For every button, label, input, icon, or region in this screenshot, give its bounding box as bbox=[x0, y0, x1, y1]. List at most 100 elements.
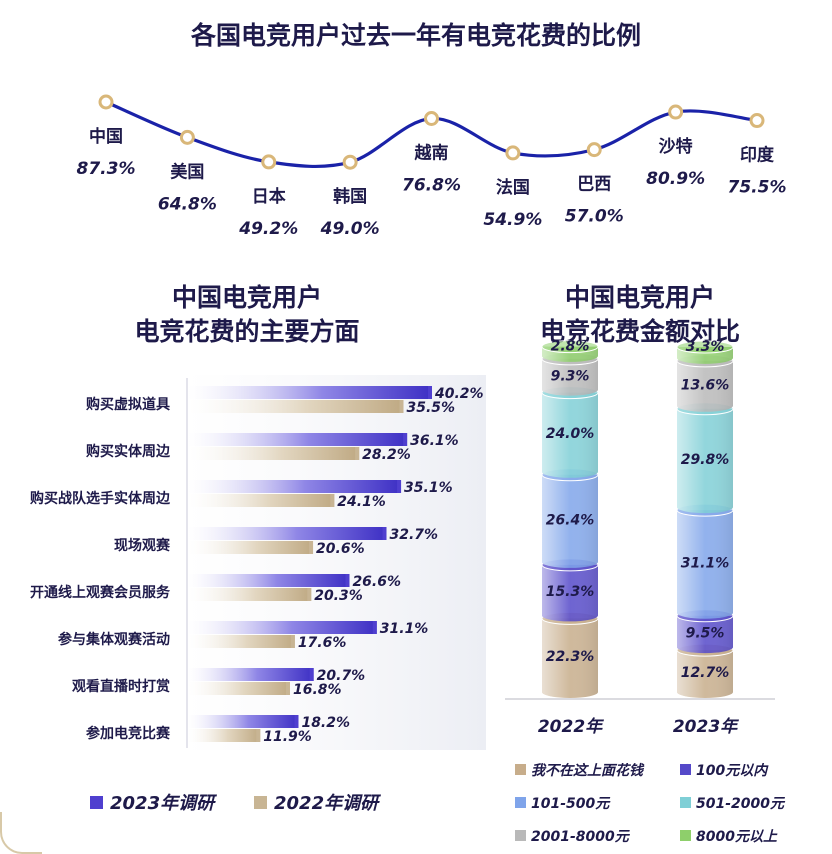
line-value-label: 49.2% bbox=[238, 219, 298, 239]
line-category-label: 中国 bbox=[89, 126, 123, 147]
hbar-2022 bbox=[188, 729, 261, 742]
line-marker bbox=[505, 145, 521, 161]
stack-legend-label: 2001-8000元 bbox=[531, 829, 631, 845]
hbar-2023-cap bbox=[382, 527, 387, 540]
hbar-2023 bbox=[188, 386, 432, 399]
hbar-2023 bbox=[188, 715, 299, 728]
stack-legend-label: 8000元以上 bbox=[696, 829, 778, 845]
hbar-2023 bbox=[188, 574, 350, 587]
line-marker bbox=[261, 154, 277, 170]
hbar-2023-cap bbox=[372, 621, 377, 634]
hbar-2023-cap bbox=[403, 433, 408, 446]
hbar-2023-value: 40.2% bbox=[434, 386, 484, 402]
stacked-cylinder-chart: 22.3% 15.3% 26.4% 24.0% 9.3% 2.8% 2022年 12.7% 9.… bbox=[538, 339, 739, 737]
stack-chart-title-line1: 中国电竞用户 bbox=[565, 283, 715, 312]
hbar-2022-value: 16.8% bbox=[293, 682, 342, 698]
stack-segment-shade bbox=[677, 408, 733, 514]
stack-segment-shade bbox=[542, 618, 598, 698]
hbar-2023-cap bbox=[428, 386, 432, 399]
hbar-2023-value: 26.6% bbox=[352, 574, 401, 590]
hbar-2022-value: 11.9% bbox=[263, 729, 312, 745]
line-value-label: 54.9% bbox=[483, 210, 542, 230]
hbar-2022-cap bbox=[355, 447, 360, 460]
hbar-2023-value: 36.1% bbox=[410, 433, 459, 449]
stack-value-label: 12.7% bbox=[681, 665, 730, 681]
stack-segment-shade bbox=[677, 615, 733, 654]
stack-legend-swatch bbox=[515, 764, 526, 775]
hbar-2022 bbox=[188, 400, 404, 413]
line-category-label: 日本 bbox=[252, 186, 286, 207]
hbar-2022 bbox=[188, 682, 290, 695]
bar-chart-title-line1: 中国电竞用户 bbox=[172, 283, 322, 312]
stack-value-label: 9.3% bbox=[551, 368, 590, 384]
hbar-2023-cap bbox=[294, 715, 299, 728]
stack-chart-legend: 我不在这上面花钱 100元以内 101-500元 501-2000元 2001-8000… bbox=[515, 762, 786, 845]
hbar-2023-cap bbox=[397, 480, 402, 493]
stack-category-label: 2022年 bbox=[538, 717, 604, 737]
stack-value-label: 26.4% bbox=[546, 512, 595, 528]
stack-segment-shade bbox=[542, 474, 598, 568]
line-chart: 中国 87.3% 美国 64.8% 日本 49.2% 韩国 49.0% 越南 76.8% 法国 54.… bbox=[77, 94, 786, 239]
stack-legend-label: 501-2000元 bbox=[696, 796, 786, 812]
hbar-2022 bbox=[188, 541, 314, 554]
hbar-2022-cap bbox=[309, 541, 314, 554]
hbar-category-label: 参与集体观赛活动 bbox=[58, 631, 170, 648]
hbar-2022-value: 35.5% bbox=[406, 400, 455, 416]
hbar-2022-cap bbox=[290, 635, 295, 648]
stack-legend-swatch bbox=[680, 764, 691, 775]
hbar-2022 bbox=[188, 635, 295, 648]
stack-legend-label: 101-500元 bbox=[531, 796, 611, 812]
hbar-2023-value: 18.2% bbox=[301, 715, 350, 731]
line-category-label: 越南 bbox=[414, 143, 449, 164]
stack-legend-swatch bbox=[680, 797, 691, 808]
stack-segment-top bbox=[541, 340, 599, 354]
bar-chart-title-line2: 电竞花费的主要方面 bbox=[134, 317, 359, 346]
line-value-label: 49.0% bbox=[320, 219, 380, 239]
line-category-label: 法国 bbox=[496, 177, 530, 198]
legend-swatch-2023 bbox=[90, 796, 103, 809]
hbar-category-label: 现场观赛 bbox=[114, 537, 171, 554]
stack-segment-shade bbox=[677, 360, 733, 412]
stack-value-label: 24.0% bbox=[546, 426, 595, 442]
line-category-label: 巴西 bbox=[577, 175, 611, 195]
legend-label-2022: 2022年调研 bbox=[274, 793, 381, 814]
stack-segment-top bbox=[676, 340, 734, 354]
line-chart-title: 各国电竞用户过去一年有电竞花费的比例 bbox=[190, 21, 641, 50]
hbar-2022 bbox=[188, 494, 335, 507]
hbar-category-label: 观看直播时打赏 bbox=[72, 678, 170, 695]
stack-segment-shade bbox=[677, 510, 733, 619]
hbar-2022-value: 17.6% bbox=[298, 635, 347, 651]
line-marker bbox=[342, 154, 358, 170]
stack-legend-label: 100元以内 bbox=[696, 762, 769, 779]
line-marker bbox=[98, 94, 114, 110]
hbar-2022-value: 20.6% bbox=[316, 541, 365, 557]
line-marker bbox=[586, 142, 602, 158]
hbar-2023 bbox=[188, 527, 387, 540]
hbar-category-label: 开通线上观赛会员服务 bbox=[30, 584, 171, 601]
hbar-category-label: 购买虚拟道具 bbox=[86, 396, 170, 413]
legend-swatch-2022 bbox=[254, 796, 267, 809]
hbar-2022-cap bbox=[399, 400, 404, 413]
hbar-2023 bbox=[188, 480, 402, 493]
hbar-2023-cap bbox=[309, 668, 314, 681]
stack-legend-swatch bbox=[680, 830, 691, 841]
line-value-label: 80.9% bbox=[646, 169, 705, 189]
stack-value-label: 13.6% bbox=[681, 377, 730, 393]
stack-value-label: 29.8% bbox=[681, 452, 730, 468]
line-category-label: 印度 bbox=[740, 145, 775, 166]
line-category-label: 沙特 bbox=[659, 136, 693, 157]
hbar-category-label: 购买战队选手实体周边 bbox=[30, 490, 171, 507]
hbar-2022-cap bbox=[285, 682, 290, 695]
stack-value-label: 2.8% bbox=[551, 339, 590, 355]
hbar-2022 bbox=[188, 588, 312, 601]
hbar-2023 bbox=[188, 433, 408, 446]
stack-legend-label: 我不在这上面花钱 bbox=[531, 762, 645, 779]
stack-value-label: 22.3% bbox=[546, 649, 595, 665]
hbar-category-label: 参加电竞比赛 bbox=[86, 725, 171, 742]
hbar-2023-value: 31.1% bbox=[380, 621, 429, 637]
stack-legend-swatch bbox=[515, 830, 526, 841]
hbar-2023-value: 35.1% bbox=[404, 480, 453, 496]
line-value-label: 57.0% bbox=[565, 207, 624, 227]
line-value-label: 87.3% bbox=[77, 159, 136, 179]
hbar-2023-value: 20.7% bbox=[317, 668, 366, 684]
